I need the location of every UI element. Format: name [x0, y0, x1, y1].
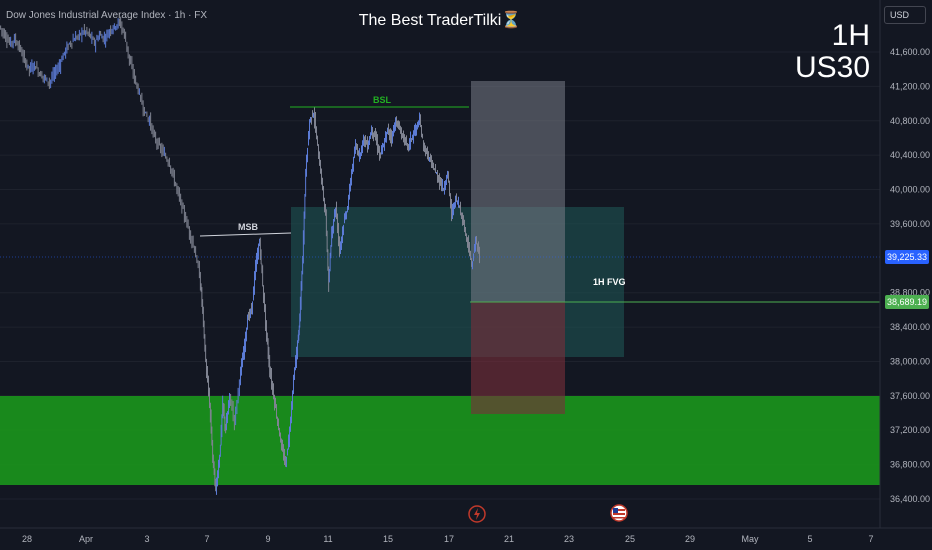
level-price-badge: 38,689.19: [885, 295, 929, 309]
price-tick-label: 41,200.00: [890, 81, 930, 91]
position-stop-zone[interactable]: [471, 302, 565, 414]
instrument-label: US30: [794, 51, 870, 84]
price-tick-label: 40,400.00: [890, 150, 930, 160]
price-tick-label: 36,800.00: [890, 460, 930, 470]
brand-title: The Best TraderTilki⏳: [358, 12, 522, 29]
fvg-zone: [291, 207, 624, 357]
price-tick-label: 36,400.00: [890, 494, 930, 504]
time-axis[interactable]: 28 Apr 3 7 9 11 15 17 21 23 25 29 May 5 7: [22, 534, 874, 544]
timeframe-label: 1H: [831, 19, 870, 52]
price-tick-label: 40,800.00: [890, 116, 930, 126]
time-tick-label: 7: [204, 534, 209, 544]
bsl-label: BSL: [373, 95, 391, 105]
time-tick-label: 11: [323, 534, 332, 544]
candle-series: [0, 16, 480, 495]
price-tick-label: 39,600.00: [890, 219, 930, 229]
time-tick-label: 21: [504, 534, 514, 544]
demand-zone: [0, 396, 880, 485]
msb-line[interactable]: [199, 232, 292, 237]
price-axis[interactable]: 41,600.00 41,200.00 40,800.00 40,400.00 40,0…: [890, 47, 930, 504]
price-tick-label: 38,800.00: [890, 288, 930, 298]
time-tick-label: 29: [685, 534, 695, 544]
time-tick-label: 25: [625, 534, 635, 544]
time-tick-label: 15: [383, 534, 393, 544]
fvg-label: 1H FVG: [593, 277, 626, 287]
time-tick-label: 23: [564, 534, 574, 544]
currency-button[interactable]: USD: [884, 6, 926, 24]
price-tick-label: 37,200.00: [890, 425, 930, 435]
symbol-header[interactable]: Dow Jones Industrial Average Index · 1h …: [6, 10, 208, 21]
us-flag-event-icon[interactable]: [610, 504, 628, 522]
time-tick-label: 3: [144, 534, 149, 544]
msb-label: MSB: [238, 222, 258, 232]
price-tick-label: 40,000.00: [890, 185, 930, 195]
current-price-badge: 39,225.33: [885, 250, 929, 264]
time-tick-label: 28: [22, 534, 32, 544]
time-tick-label: May: [741, 534, 759, 544]
price-tick-label: 38,000.00: [890, 356, 930, 366]
lightning-event-icon[interactable]: [468, 505, 486, 523]
price-tick-label: 38,400.00: [890, 322, 930, 332]
time-tick-label: Apr: [79, 534, 93, 544]
time-tick-label: 7: [868, 534, 873, 544]
price-tick-label: 41,600.00: [890, 47, 930, 57]
price-tick-label: 37,600.00: [890, 391, 930, 401]
position-target-zone[interactable]: [471, 81, 565, 302]
time-tick-label: 5: [807, 534, 812, 544]
time-tick-label: 9: [265, 534, 270, 544]
time-tick-label: 17: [444, 534, 454, 544]
